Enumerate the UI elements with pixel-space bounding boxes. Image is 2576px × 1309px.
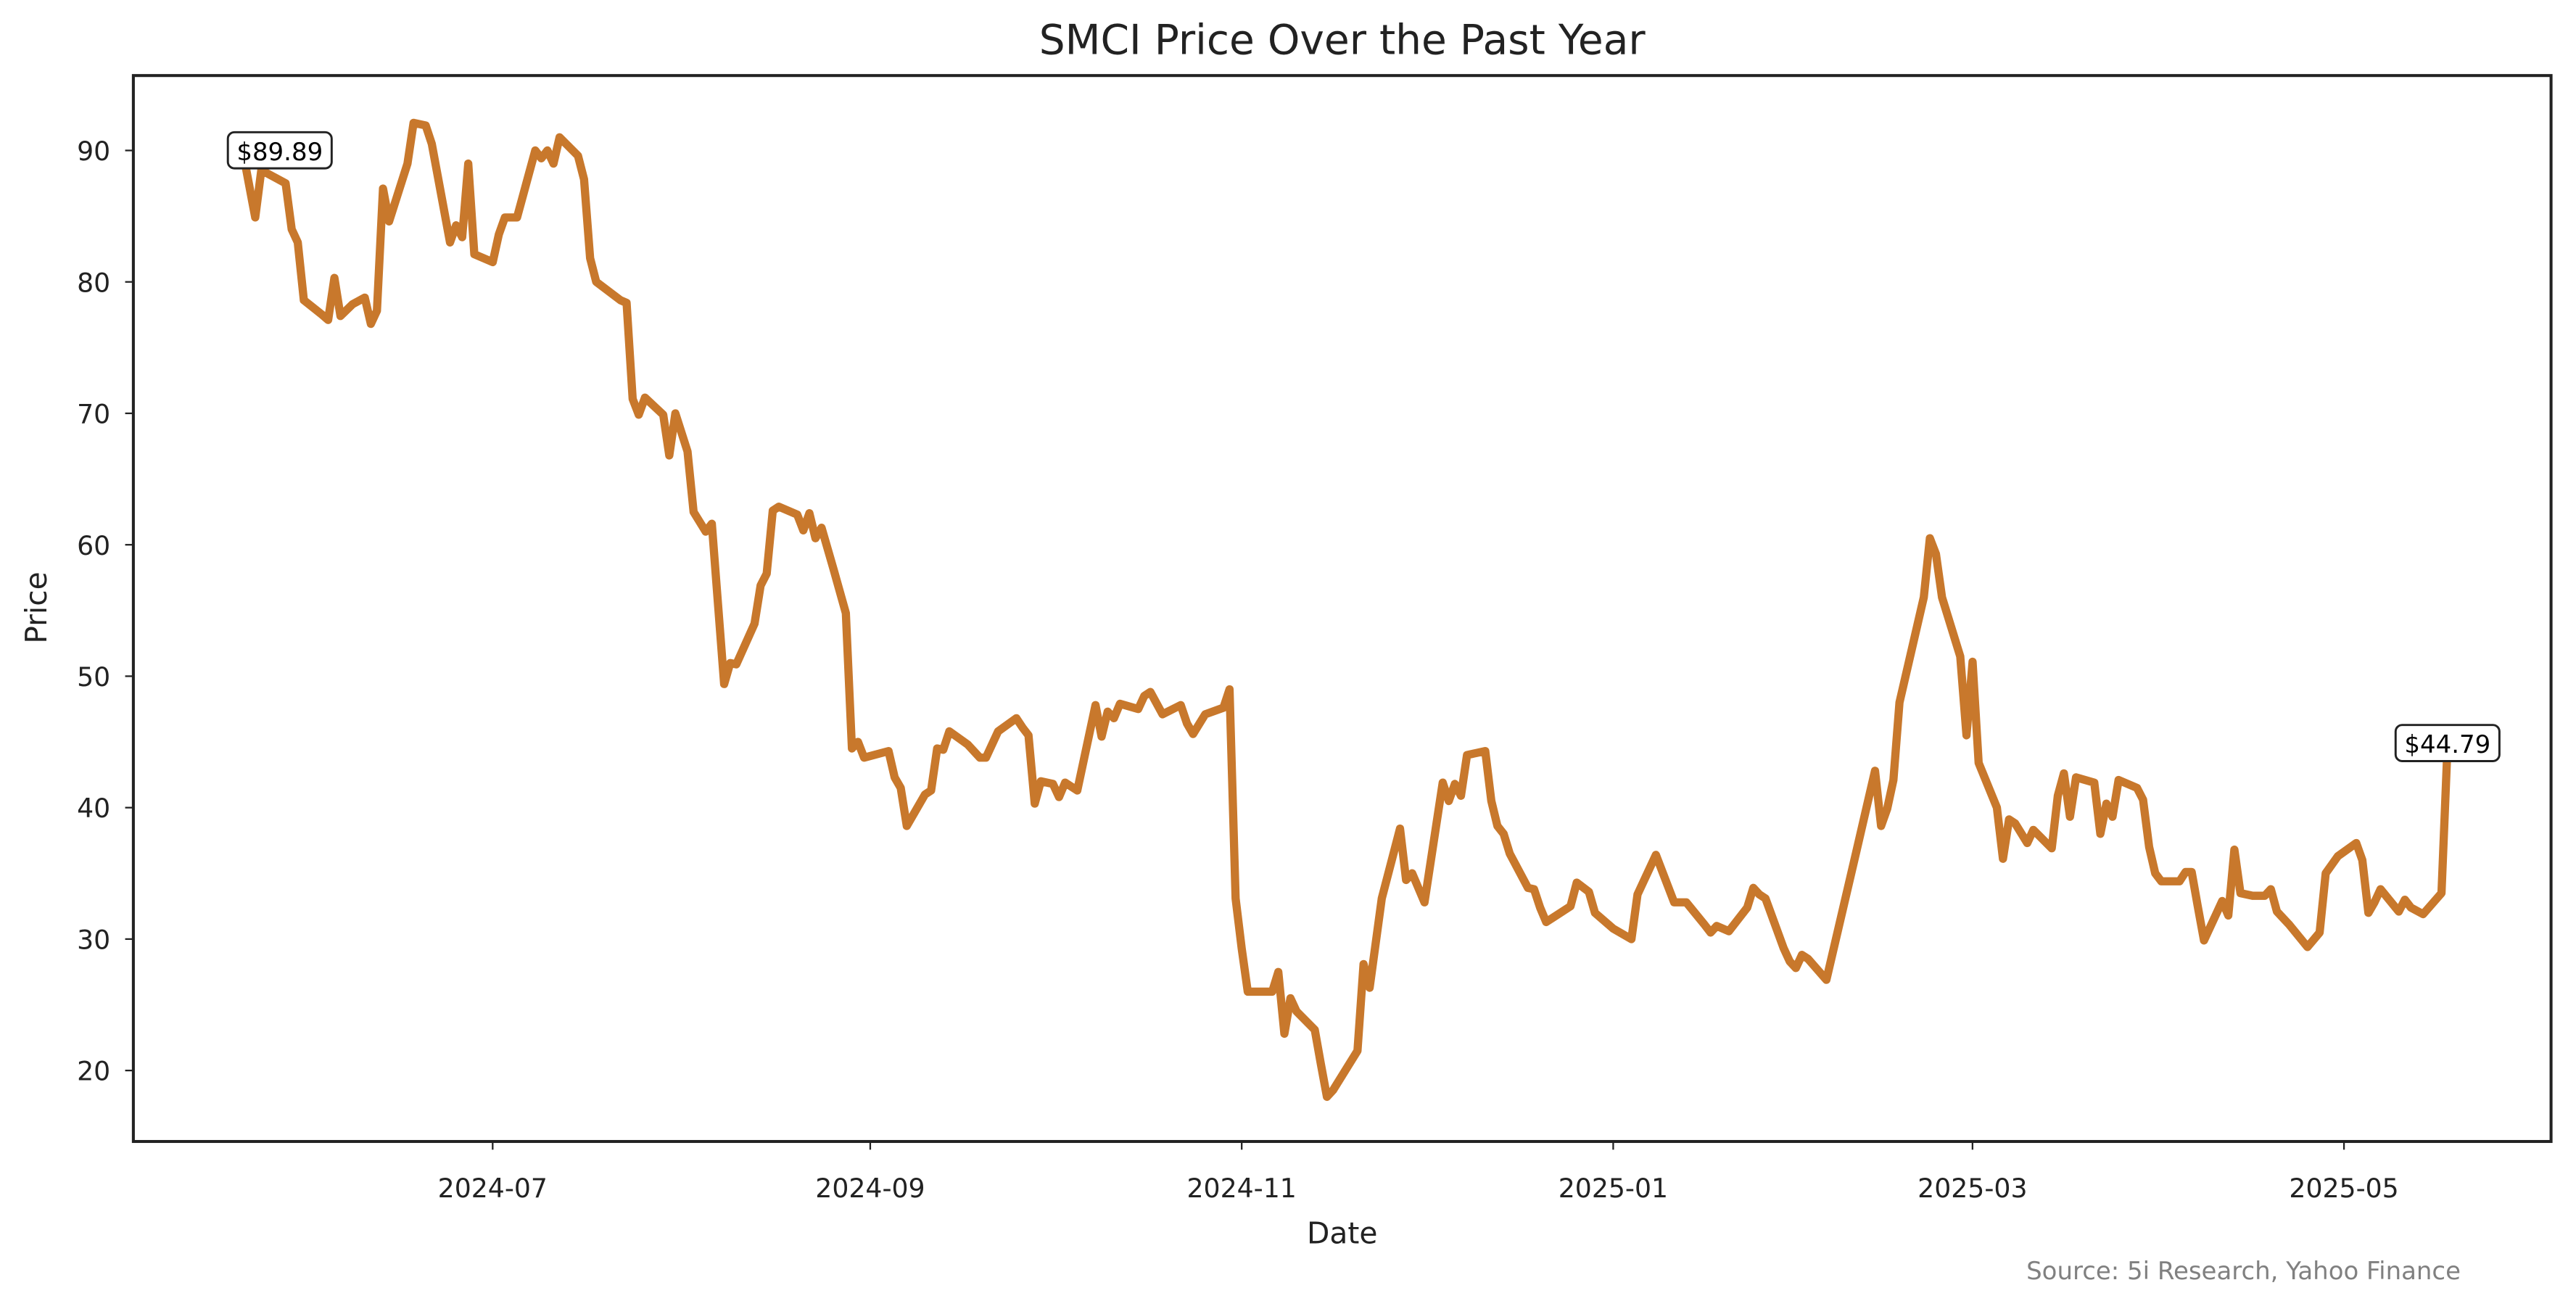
- annotation-box: [2394, 724, 2501, 762]
- x-tick-label: 2024-09: [815, 1173, 925, 1204]
- y-tick-label: 70: [77, 399, 110, 430]
- annotation-label: $44.79: [2404, 730, 2490, 759]
- x-tick-label: 2025-05: [2289, 1173, 2398, 1204]
- y-tick-label: 90: [77, 136, 110, 167]
- y-tick-label: 40: [77, 793, 110, 824]
- x-axis: 2024-07 2024-09 2024-11 2025-01 2025-03 2025-…: [438, 1141, 2399, 1204]
- x-tick-label: 2024-11: [1187, 1173, 1297, 1204]
- annotations: $89.89 $44.79: [226, 131, 2501, 762]
- x-tick-label: 2024-07: [438, 1173, 548, 1204]
- y-axis: 20 30 40 50 60 70 80 90: [77, 136, 133, 1087]
- y-tick-label: 30: [77, 924, 110, 955]
- y-axis-label: Price: [19, 571, 54, 643]
- x-axis-label: Date: [1307, 1215, 1377, 1250]
- plot-frame: [131, 74, 2553, 1144]
- y-tick-label: 60: [77, 530, 110, 561]
- x-tick-label: 2025-01: [1559, 1173, 1668, 1204]
- annotation-box: [226, 131, 333, 170]
- annotation-label: $89.89: [236, 138, 323, 167]
- price-line: [239, 118, 2452, 1102]
- y-tick-label: 80: [77, 267, 110, 298]
- source-note: Source: 5i Research, Yahoo Finance: [2026, 1257, 2461, 1286]
- y-tick-label: 20: [77, 1056, 110, 1087]
- chart-title: SMCI Price Over the Past Year: [1039, 17, 1646, 65]
- x-tick-label: 2025-03: [1917, 1173, 2027, 1204]
- y-tick-label: 50: [77, 661, 110, 693]
